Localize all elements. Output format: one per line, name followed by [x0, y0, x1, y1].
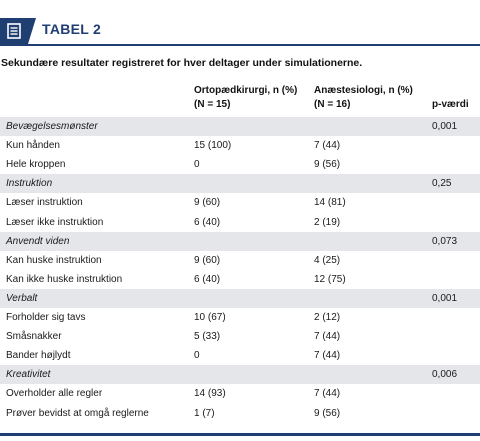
- row-label: Læser instruktion: [6, 197, 83, 209]
- document-list-icon: [7, 23, 21, 39]
- column-header-line: Anæstesiologi, n (%): [314, 85, 413, 96]
- cell-ortopaedkirurgi: 10 (67): [194, 312, 226, 323]
- row-label: Verbalt: [6, 292, 38, 304]
- table-row: Læser instruktion 9 (60) 14 (81): [0, 193, 480, 212]
- row-label: Forholder sig tavs: [6, 312, 86, 323]
- cell-anaestesiologi: 9 (56): [314, 407, 341, 419]
- row-label: Kan huske instruktion: [6, 254, 102, 266]
- header-rule: [0, 44, 480, 46]
- row-label: Anvendt viden: [6, 235, 70, 247]
- column-header-anaestesiologi: Anæstesiologi, n (%) (N = 16): [314, 84, 413, 112]
- cell-ortopaedkirurgi: 15 (100): [194, 140, 232, 152]
- table-row: Læser ikke instruktion 6 (40) 2 (19): [0, 213, 480, 232]
- row-label: Prøver bevidst at omgå reglerne: [6, 407, 149, 419]
- cell-ortopaedkirurgi: 0: [194, 159, 200, 171]
- column-header-line: (N = 15): [194, 99, 231, 110]
- cell-anaestesiologi: 9 (56): [314, 159, 341, 171]
- cell-anaestesiologi: 7 (44): [314, 388, 341, 400]
- cell-p-value: 0,25: [432, 178, 452, 190]
- table-group-row: Anvendt viden 0,073: [0, 231, 480, 251]
- table-header: TABEL 2: [0, 0, 480, 46]
- table-title: TABEL 2: [42, 21, 102, 37]
- table-row: Prøver bevidst at omgå reglerne 1 (7) 9 (5…: [0, 404, 480, 423]
- cell-ortopaedkirurgi: 14 (93): [194, 388, 226, 400]
- cell-anaestesiologi: 7 (44): [314, 140, 341, 152]
- table-row: Bander højlydt 0 7 (44): [0, 346, 480, 365]
- cell-anaestesiologi: 2 (12): [314, 312, 341, 323]
- row-label: Småsnakker: [6, 331, 62, 343]
- cell-ortopaedkirurgi: 6 (40): [194, 216, 221, 228]
- cell-anaestesiologi: 12 (75): [314, 273, 346, 285]
- table-group-row: Verbalt 0,001: [0, 288, 480, 308]
- column-header-line: Ortopædkirurgi, n (%): [194, 85, 298, 96]
- table-row: Kun hånden 15 (100) 7 (44): [0, 136, 480, 155]
- row-label: Overholder alle regler: [6, 388, 103, 400]
- cell-anaestesiologi: 2 (19): [314, 216, 341, 228]
- table-row: Kan huske instruktion 9 (60) 4 (25): [0, 251, 480, 270]
- cell-ortopaedkirurgi: 9 (60): [194, 254, 221, 266]
- table-row: Forholder sig tavs 10 (67) 2 (12): [0, 308, 480, 327]
- row-label: Bander højlydt: [6, 350, 71, 362]
- table-caption: Sekundære resultater registreret for hve…: [1, 57, 363, 69]
- cell-ortopaedkirurgi: 9 (60): [194, 197, 221, 209]
- cell-anaestesiologi: 7 (44): [314, 350, 341, 362]
- table-row: Hele kroppen 0 9 (56): [0, 155, 480, 174]
- bottom-rule: [0, 433, 480, 436]
- row-label: Bevægelsesmønster: [6, 121, 98, 132]
- row-label: Læser ikke instruktion: [6, 216, 104, 228]
- header-slant: [28, 18, 36, 44]
- row-label: Kun hånden: [6, 140, 60, 152]
- row-label: Kan ikke huske instruktion: [6, 273, 123, 285]
- cell-anaestesiologi: 4 (25): [314, 254, 341, 266]
- table-row: Småsnakker 5 (33) 7 (44): [0, 327, 480, 346]
- column-header-ortopaedkirurgi: Ortopædkirurgi, n (%) (N = 15): [194, 84, 297, 112]
- cell-ortopaedkirurgi: 1 (7): [194, 407, 215, 419]
- cell-p-value: 0,001: [432, 121, 458, 132]
- cell-ortopaedkirurgi: 0: [194, 350, 200, 362]
- cell-anaestesiologi: 7 (44): [314, 331, 341, 343]
- table-row: Overholder alle regler 14 (93) 7 (44): [0, 384, 480, 403]
- table-group-row: Bevægelsesmønster 0,001: [0, 117, 480, 136]
- cell-ortopaedkirurgi: 5 (33): [194, 331, 221, 343]
- cell-p-value: 0,001: [432, 292, 458, 304]
- row-label: Hele kroppen: [6, 159, 66, 171]
- header-icon-box: [0, 18, 28, 44]
- table-group-row: Instruktion 0,25: [0, 174, 480, 194]
- row-label: Instruktion: [6, 178, 53, 190]
- column-header-line: (N = 16): [314, 99, 351, 110]
- cell-p-value: 0,073: [432, 235, 458, 247]
- column-header-p-value: p-værdi: [432, 99, 469, 110]
- table-group-row: Kreativitet 0,006: [0, 365, 480, 385]
- row-label: Kreativitet: [6, 369, 51, 381]
- cell-ortopaedkirurgi: 6 (40): [194, 273, 221, 285]
- cell-anaestesiologi: 14 (81): [314, 197, 346, 209]
- cell-p-value: 0,006: [432, 369, 458, 381]
- table-row: Kan ikke huske instruktion 6 (40) 12 (75): [0, 270, 480, 289]
